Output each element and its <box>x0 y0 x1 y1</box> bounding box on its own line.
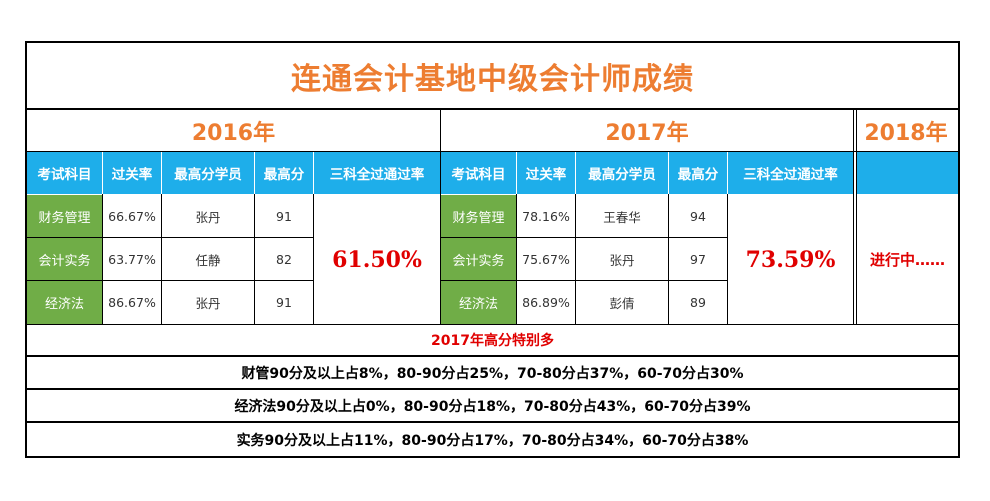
divider <box>27 151 958 152</box>
header-bar-2018 <box>857 152 958 194</box>
year-2016: 2016年 <box>191 121 276 146</box>
divider <box>441 237 728 238</box>
header-rate: 过关率 <box>525 167 567 183</box>
top-student: 张丹 <box>195 296 221 311</box>
header-bar-2016 <box>27 152 440 194</box>
top-score: 91 <box>276 295 292 310</box>
subject-cell: 会计实务 <box>27 238 102 280</box>
divider <box>161 194 162 324</box>
subject-cell: 会计实务 <box>441 238 516 280</box>
divider <box>856 110 857 324</box>
divider <box>313 194 314 324</box>
header-subject: 考试科目 <box>37 167 92 183</box>
header-rate: 过关率 <box>111 167 153 183</box>
divider <box>27 237 314 238</box>
divider <box>575 152 576 194</box>
divider <box>440 110 441 324</box>
pass-rate: 78.16% <box>522 208 570 224</box>
subject-cell: 财务管理 <box>27 195 102 237</box>
header-top-student: 最高分学员 <box>588 167 656 183</box>
divider <box>441 280 728 281</box>
top-score: 94 <box>690 208 706 224</box>
all-pass-rate-2017: 73.59% <box>745 246 836 273</box>
pass-rate: 63.77% <box>108 251 156 267</box>
all-pass-rate-2016: 61.50% <box>332 246 422 273</box>
top-student: 任静 <box>195 252 221 268</box>
page-title: 连通会计基地中级会计师成绩 <box>291 61 694 97</box>
pass-rate: 86.67% <box>108 295 156 310</box>
subject-cell: 财务管理 <box>441 195 516 237</box>
divider <box>27 280 314 281</box>
divider <box>254 152 255 194</box>
top-student: 王春华 <box>603 209 641 225</box>
top-student: 彭倩 <box>609 296 635 311</box>
divider <box>27 108 958 110</box>
header-all-pass: 三科全过通过率 <box>743 167 838 183</box>
subject-cell: 经济法 <box>27 281 102 324</box>
divider <box>668 194 669 324</box>
header-top-score: 最高分 <box>263 167 305 183</box>
status-2018: 进行中…… <box>869 251 945 269</box>
subject-cell: 经济法 <box>441 281 516 324</box>
divider <box>727 194 728 324</box>
header-top-student: 最高分学员 <box>174 167 242 183</box>
divider <box>27 388 958 390</box>
divider <box>575 194 576 324</box>
note-law: 经济法90分及以上占0%，80-90分占18%，70-80分占43%，60-70… <box>234 398 751 415</box>
note-practice: 实务90分及以上占11%，80-90分占17%，70-80分占34%，60-70… <box>236 432 749 449</box>
header-bar-2017 <box>441 152 853 194</box>
top-student: 张丹 <box>609 252 635 268</box>
divider <box>727 152 728 194</box>
pass-rate: 75.67% <box>522 251 570 267</box>
divider <box>254 194 255 324</box>
header-subject: 考试科目 <box>451 167 506 183</box>
pass-rate: 86.89% <box>522 295 570 310</box>
top-score: 82 <box>276 251 292 267</box>
divider <box>516 194 517 324</box>
top-score: 89 <box>690 295 706 310</box>
divider <box>102 194 103 324</box>
divider <box>313 152 314 194</box>
divider <box>27 421 958 423</box>
highlight-note: 2017年高分特别多 <box>431 333 554 349</box>
divider <box>161 152 162 194</box>
year-2018: 2018年 <box>864 121 948 146</box>
year-2017: 2017年 <box>605 121 689 146</box>
top-score: 91 <box>276 208 292 224</box>
note-finance: 财管90分及以上占8%，80-90分占25%，70-80分占37%，60-70分… <box>241 365 744 382</box>
score-table: 连通会计基地中级会计师成绩 2016年 2017年 2018年 考试科目 过关率… <box>25 41 960 458</box>
header-top-score: 最高分 <box>677 167 719 183</box>
pass-rate: 66.67% <box>108 208 156 224</box>
top-student: 张丹 <box>195 209 221 225</box>
top-score: 97 <box>690 251 706 267</box>
divider <box>853 110 854 324</box>
divider <box>668 152 669 194</box>
divider <box>27 355 958 357</box>
header-all-pass: 三科全过通过率 <box>329 167 425 183</box>
divider <box>27 324 958 325</box>
